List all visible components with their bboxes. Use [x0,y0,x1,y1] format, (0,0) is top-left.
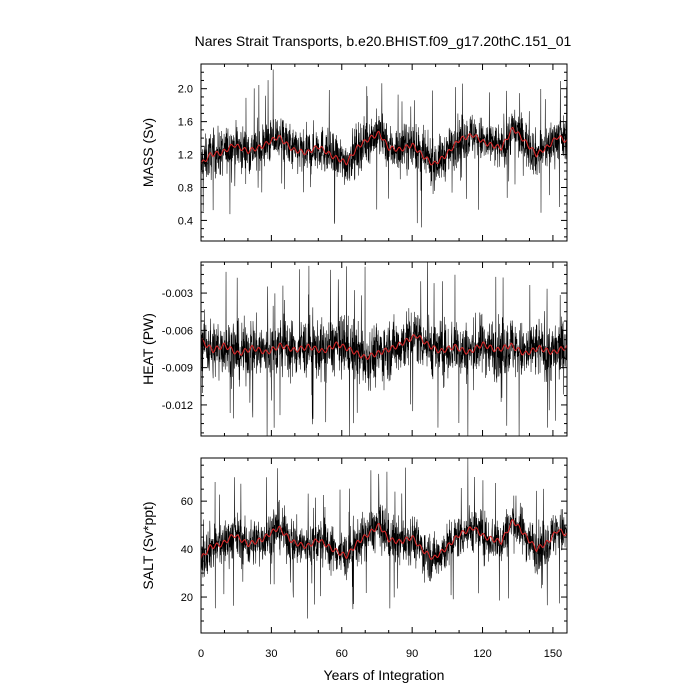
x-tick-label: 150 [544,648,562,660]
x-tick-label: 90 [406,648,418,660]
y-tick-label: 40 [181,544,193,556]
y-tick-label: 1.6 [178,117,193,129]
y-tick-label: 60 [181,496,193,508]
y-axis-title: HEAT (PW) [140,313,156,385]
monthly-series-line [201,458,567,619]
x-tick-labels: 0 30 60 90 120 150 [198,648,562,660]
y-tick-label: -0.006 [162,325,193,337]
smoothed-series-line [201,334,567,360]
heat-panel: -0.003 -0.006 -0.009 -0.012 HEAT (PW) [140,261,568,437]
chart-title: Nares Strait Transports, b.e20.BHIST.f09… [195,33,572,49]
y-axis-title: MASS (Sv) [140,118,156,187]
smoothed-series-line [201,126,567,166]
x-tick-label: 0 [198,648,204,660]
monthly-series-line [201,262,567,436]
x-tick-label: 120 [473,648,491,660]
x-tick-label: 30 [265,648,277,660]
mass-panel: 0.4 0.8 1.2 1.6 2.0 MASS (Sv) [140,63,568,242]
y-tick-label: -0.003 [162,288,193,300]
y-tick-label: -0.012 [162,400,193,412]
monthly-series-line [201,69,567,228]
panel-frame [200,457,568,634]
y-tick-label: -0.009 [162,363,193,375]
y-tick-label: 20 [181,592,193,604]
y-tick-label: 1.2 [178,150,193,162]
y-axis-title: SALT (Sv*ppt) [140,501,156,589]
x-axis-title: Years of Integration [324,667,445,683]
x-tick-label: 60 [336,648,348,660]
y-tick-label: 0.8 [178,182,193,194]
smoothed-series-line [201,518,567,560]
y-tick-label: 0.4 [178,215,193,227]
panel-frame [200,63,568,242]
salt-panel: 20 40 60 SALT (Sv*ppt) [140,457,568,634]
y-tick-label: 2.0 [178,84,193,96]
